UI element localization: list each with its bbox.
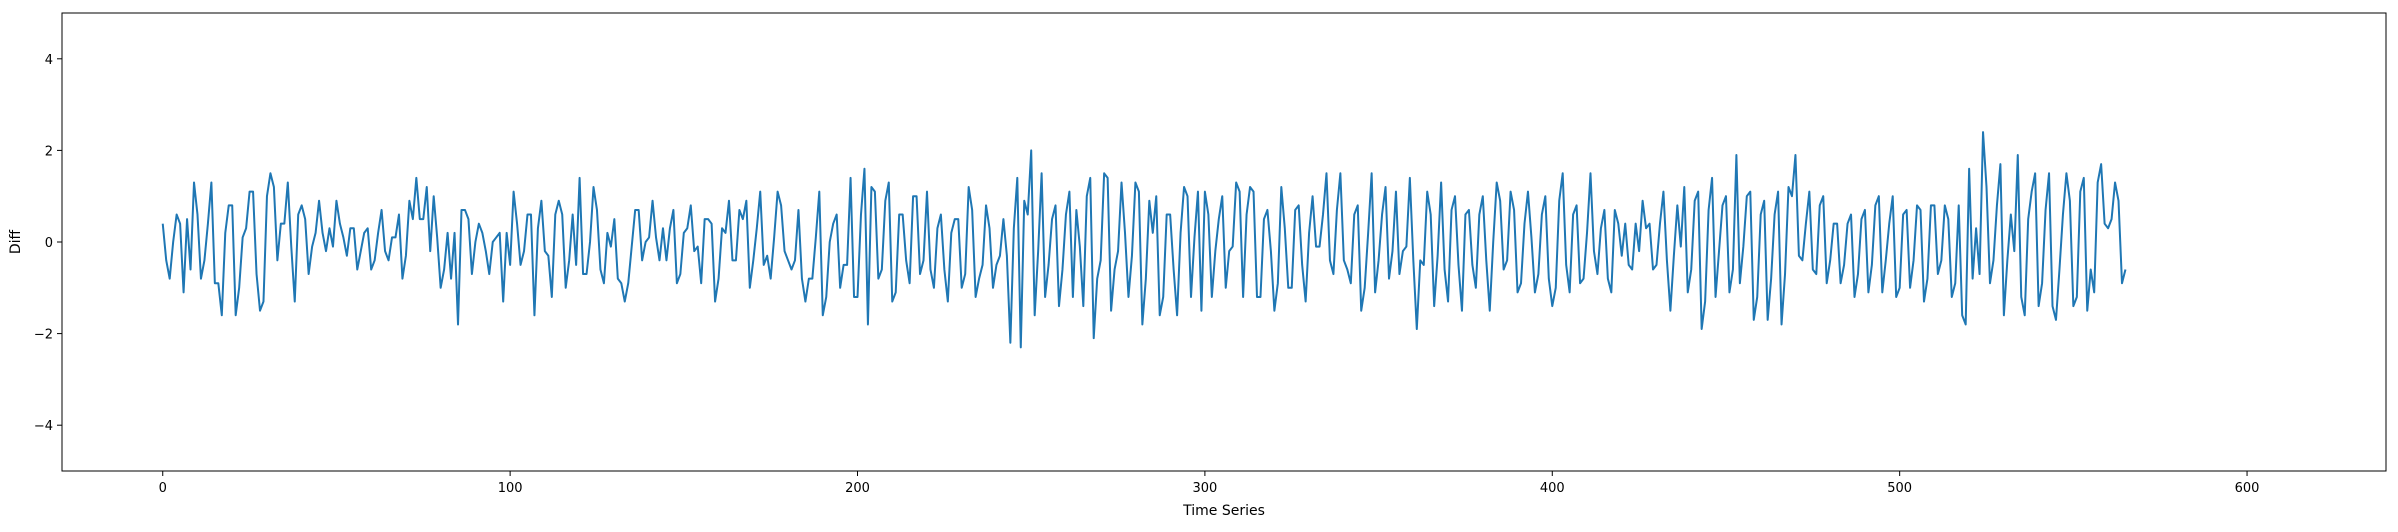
axis-ticks: 0 100 200 300 400 500 600 −4 −2 0 2 4 <box>34 53 2260 496</box>
x-tick-label: 0 <box>159 481 167 496</box>
y-tick-label: 0 <box>45 236 53 251</box>
x-tick-label: 400 <box>1540 481 1565 496</box>
x-tick-label: 600 <box>2235 481 2260 496</box>
y-tick-label: 4 <box>45 53 53 68</box>
x-axis-label: Time Series <box>1182 503 1265 519</box>
y-axis-label: Diff <box>8 229 24 254</box>
x-tick-label: 200 <box>845 481 870 496</box>
y-tick-label: 2 <box>45 144 53 159</box>
plot-frame <box>61 12 2387 472</box>
y-tick-label: −2 <box>34 328 53 343</box>
x-tick-label: 300 <box>1192 481 1217 496</box>
x-tick-label: 100 <box>498 481 523 496</box>
plot-area <box>161 131 2127 349</box>
series-line <box>161 131 2127 349</box>
y-tick-label: −4 <box>34 419 53 434</box>
x-tick-label: 500 <box>1887 481 1912 496</box>
